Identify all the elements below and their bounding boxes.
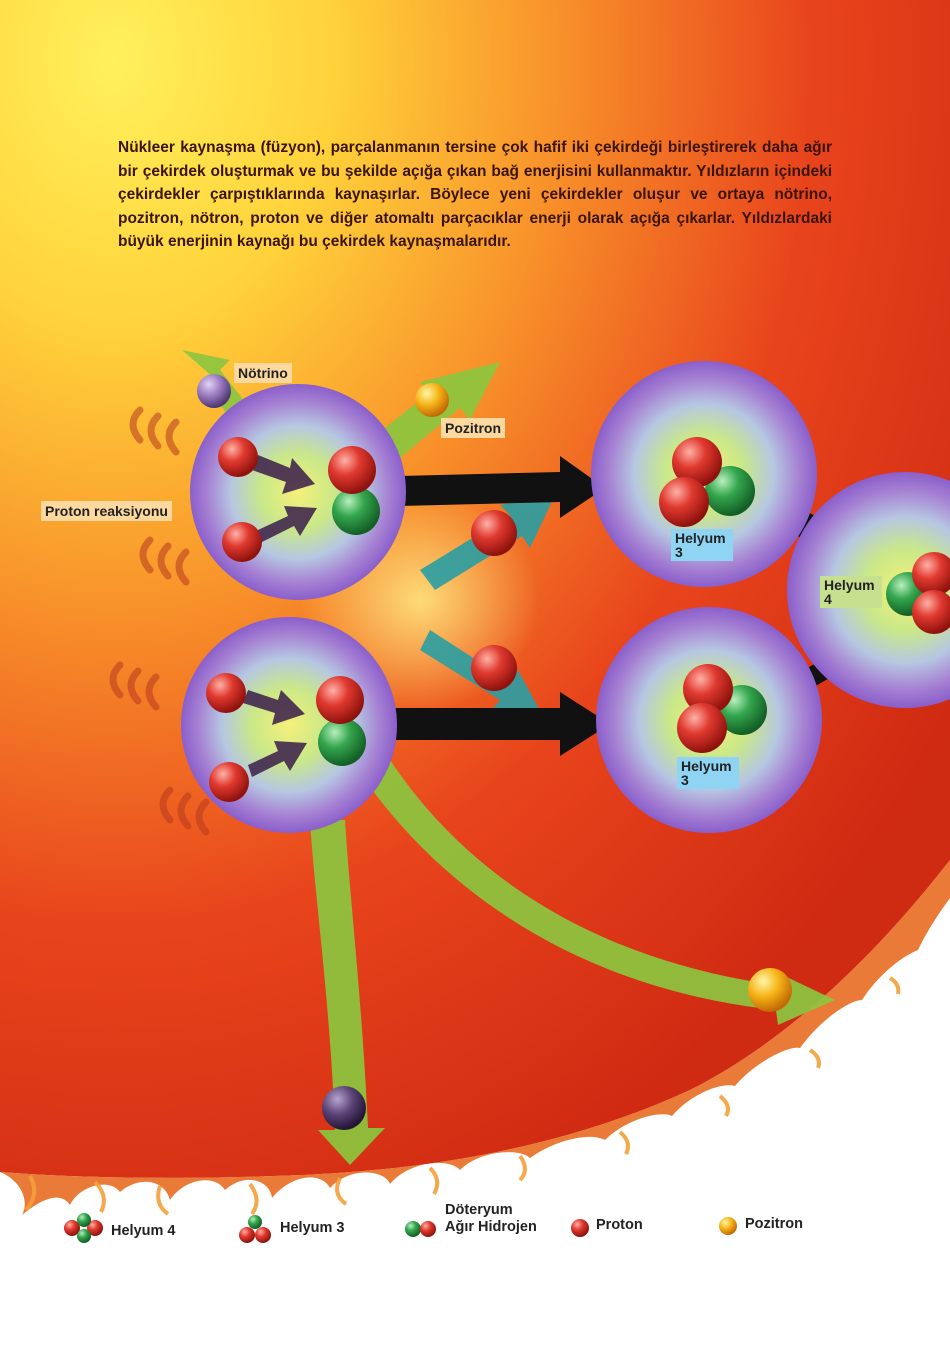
legend-doteryum-line2: Ağır Hidrojen <box>445 1219 537 1235</box>
neutron-particle <box>705 466 755 516</box>
proton-particle <box>672 437 722 487</box>
positron-particle <box>415 383 449 417</box>
inner-arrows <box>243 455 317 777</box>
motion-streaks <box>109 406 210 836</box>
neutrino-particle <box>322 1086 366 1130</box>
neutrino-particle <box>197 374 231 408</box>
sun-flames <box>0 860 950 1215</box>
proton-particle <box>328 446 376 494</box>
proton-particle <box>218 437 258 477</box>
label-helyum3-top-line2: 3 <box>675 544 683 560</box>
legend-deuterium-icon <box>405 1221 436 1237</box>
particles <box>197 374 950 1130</box>
label-helyum3-top: Helyum 3 <box>671 529 733 561</box>
proton-particle <box>471 510 517 556</box>
label-helyum3-bottom: Helyum 3 <box>677 757 739 789</box>
neutron-particle <box>318 718 366 766</box>
label-helyum4: Helyum 4 <box>820 576 882 608</box>
label-helyum3-bottom-line2: 3 <box>681 772 689 788</box>
legend-helyum4: Helyum 4 <box>111 1223 176 1239</box>
legend-helium3-icon <box>239 1215 271 1243</box>
label-helyum3-bottom-line1: Helyum <box>681 758 732 774</box>
legend-icons <box>64 1213 737 1243</box>
legend-positron-icon <box>719 1217 737 1235</box>
legend-doteryum: Döteryum Ağır Hidrojen <box>445 1202 537 1236</box>
proton-particle <box>912 552 950 596</box>
proton-particle <box>222 522 262 562</box>
label-proton-reaksiyonu: Proton reaksiyonu <box>41 501 172 521</box>
intro-paragraph: Nükleer kaynaşma (füzyon), parçalanmanın… <box>118 139 832 250</box>
proton-particle <box>683 664 733 714</box>
nucleus-top-left <box>190 384 406 600</box>
legend-helium4-icon <box>64 1213 103 1243</box>
proton-particle <box>316 676 364 724</box>
proton-particle <box>471 645 517 691</box>
label-pozitron: Pozitron <box>441 418 505 438</box>
proton-particle <box>677 703 727 753</box>
positron-particle <box>748 968 792 1012</box>
proton-particle <box>659 477 709 527</box>
label-notrino: Nötrino <box>234 363 292 383</box>
legend-doteryum-line1: Döteryum <box>445 1202 513 1218</box>
nucleus-bottom-left <box>181 617 397 833</box>
legend-proton-icon <box>571 1219 589 1237</box>
neutron-particle <box>332 487 380 535</box>
label-helyum4-line1: Helyum <box>824 577 875 593</box>
legend-pozitron: Pozitron <box>745 1216 803 1232</box>
sun-flame-tips <box>24 976 901 1216</box>
legend-proton: Proton <box>596 1217 643 1233</box>
label-helyum4-line2: 4 <box>824 591 832 607</box>
proton-particle <box>206 673 246 713</box>
label-helyum3-top-line1: Helyum <box>675 530 726 546</box>
legend-helyum3: Helyum 3 <box>280 1220 345 1236</box>
proton-particle <box>912 590 950 634</box>
proton-particle <box>209 762 249 802</box>
